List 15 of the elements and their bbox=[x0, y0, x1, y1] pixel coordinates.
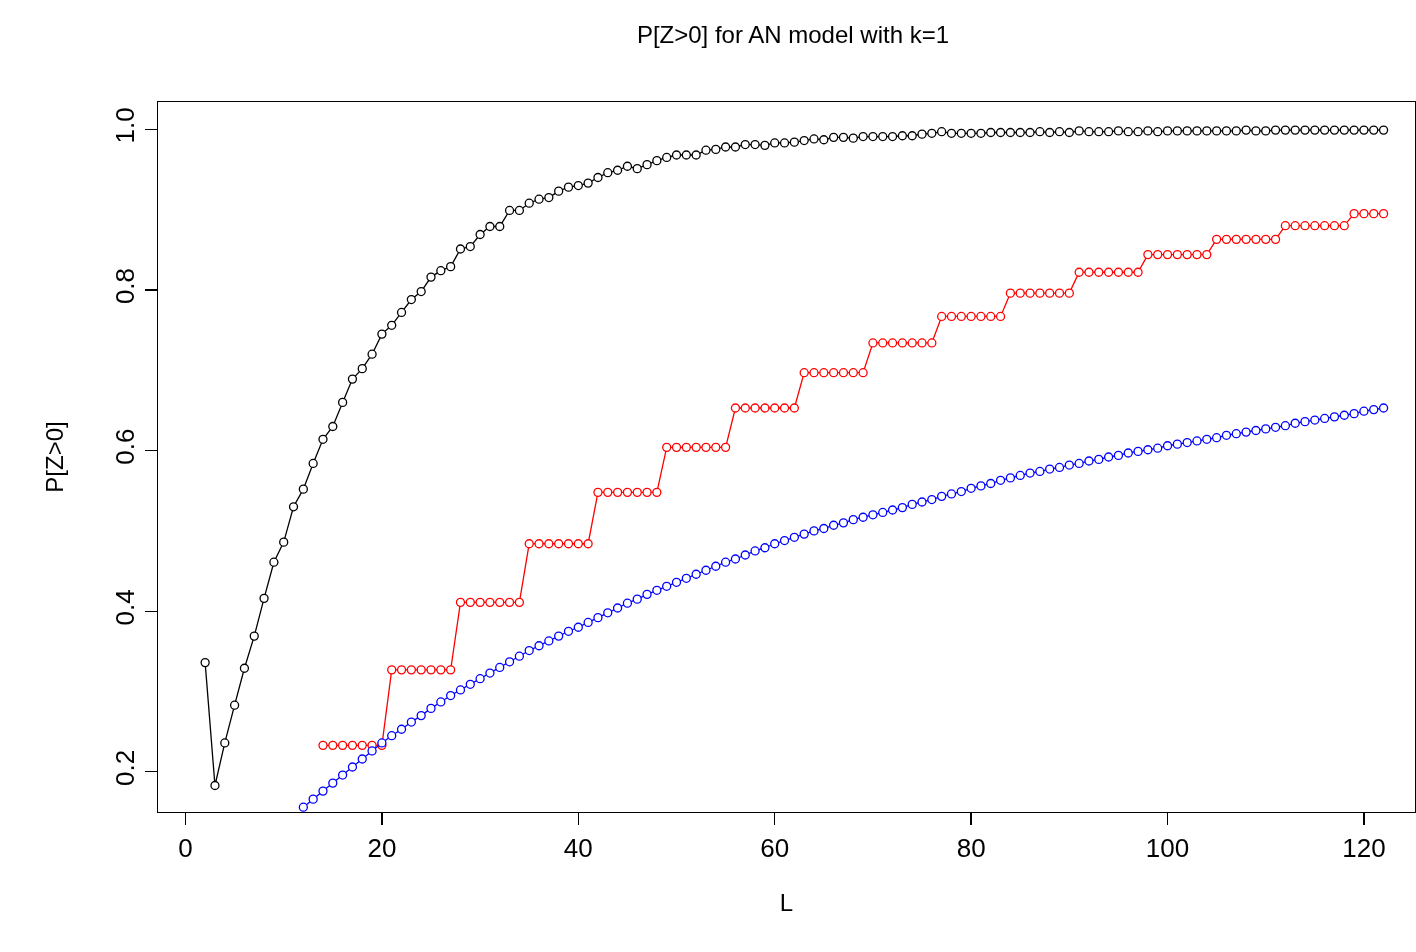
y-tick-label: 0.8 bbox=[110, 267, 141, 305]
x-tick-label: 20 bbox=[367, 832, 397, 863]
x-axis-title: L bbox=[779, 888, 794, 916]
y-tick-label: 0.2 bbox=[110, 749, 141, 787]
y-tick-label: 0.6 bbox=[110, 428, 141, 465]
y-tick-label: 0.4 bbox=[110, 589, 141, 626]
x-tick-label: 60 bbox=[760, 832, 790, 863]
x-tick-label: 80 bbox=[956, 832, 986, 863]
x-tick-label: 120 bbox=[1342, 832, 1386, 863]
x-tick-label: 100 bbox=[1145, 832, 1190, 863]
x-tick-label: 0 bbox=[178, 832, 193, 863]
y-axis-title: P[Z>0] bbox=[40, 421, 68, 493]
chart-title: P[Z>0] for AN model with k=1 bbox=[636, 21, 950, 49]
x-tick-label: 40 bbox=[563, 832, 593, 863]
y-tick-label: 1.0 bbox=[110, 107, 141, 144]
